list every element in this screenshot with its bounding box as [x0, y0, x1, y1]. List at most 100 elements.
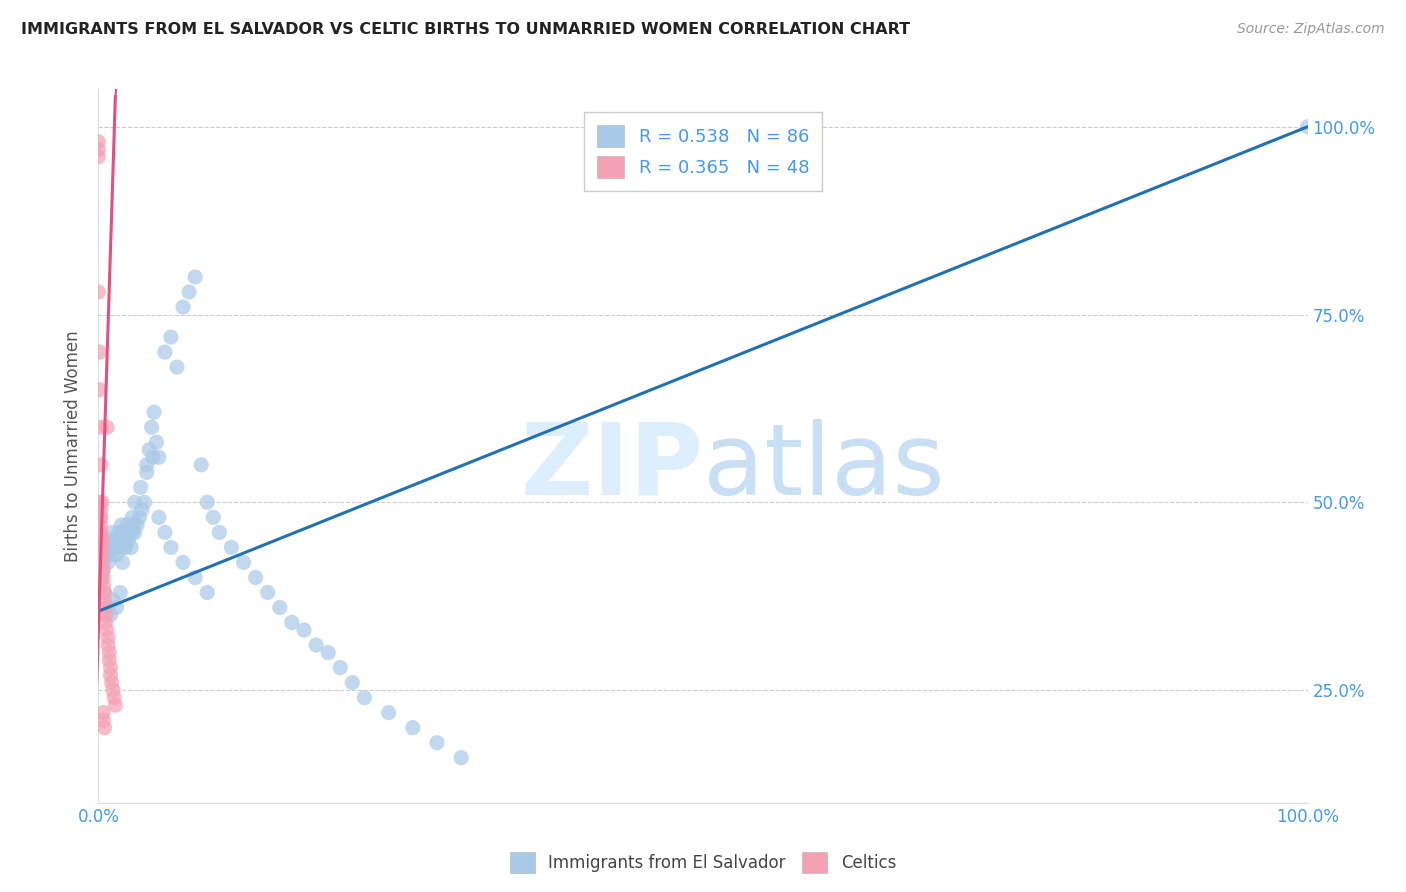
Point [135, 458, 157, 472]
Point [124, 495, 146, 509]
Text: ZIP: ZIP [520, 419, 703, 516]
Point [100, 668, 122, 682]
Point [105, 600, 128, 615]
Point [91, 563, 114, 577]
Point [94, 615, 117, 630]
Point [90, 503, 112, 517]
Point [172, 556, 194, 570]
Point [128, 510, 150, 524]
Point [87, 150, 110, 164]
Point [127, 517, 149, 532]
Point [90, 525, 112, 540]
Point [166, 360, 188, 375]
Point [96, 548, 118, 562]
Point [98, 646, 121, 660]
Point [195, 585, 218, 599]
Point [93, 585, 115, 599]
Point [402, 721, 425, 735]
Legend: R = 0.538   N = 86, R = 0.365   N = 48: R = 0.538 N = 86, R = 0.365 N = 48 [585, 112, 821, 191]
Point [124, 525, 146, 540]
Point [94, 607, 117, 622]
Point [121, 510, 143, 524]
Point [184, 270, 207, 285]
Point [94, 541, 117, 555]
Point [190, 458, 212, 472]
Point [98, 533, 121, 547]
Point [101, 525, 124, 540]
Point [141, 420, 163, 434]
Point [342, 675, 364, 690]
Point [426, 736, 449, 750]
Point [89, 510, 111, 524]
Point [90, 570, 112, 584]
Point [184, 570, 207, 584]
Point [97, 600, 120, 615]
Point [100, 660, 122, 674]
Point [1296, 120, 1319, 134]
Point [107, 541, 129, 555]
Point [93, 548, 115, 562]
Point [87, 556, 110, 570]
Point [100, 607, 122, 622]
Point [104, 541, 127, 555]
Text: IMMIGRANTS FROM EL SALVADOR VS CELTIC BIRTHS TO UNMARRIED WOMEN CORRELATION CHAR: IMMIGRANTS FROM EL SALVADOR VS CELTIC BI… [21, 22, 910, 37]
Point [91, 548, 114, 562]
Point [148, 450, 170, 465]
Point [353, 690, 375, 705]
Point [172, 300, 194, 314]
Point [120, 541, 142, 555]
Point [89, 548, 111, 562]
Point [97, 556, 120, 570]
Point [91, 556, 114, 570]
Point [105, 548, 128, 562]
Point [91, 570, 114, 584]
Point [256, 585, 278, 599]
Point [202, 510, 225, 524]
Point [121, 525, 143, 540]
Point [377, 706, 399, 720]
Point [89, 533, 111, 547]
Point [329, 660, 352, 674]
Point [118, 525, 141, 540]
Point [112, 533, 135, 547]
Point [115, 525, 138, 540]
Point [101, 593, 124, 607]
Point [87, 541, 110, 555]
Point [91, 541, 114, 555]
Point [195, 495, 218, 509]
Point [93, 593, 115, 607]
Point [232, 556, 254, 570]
Point [89, 383, 111, 397]
Point [208, 525, 231, 540]
Point [134, 495, 156, 509]
Point [90, 458, 112, 472]
Point [91, 533, 114, 547]
Point [93, 721, 115, 735]
Point [100, 675, 122, 690]
Text: atlas: atlas [703, 419, 945, 516]
Point [108, 533, 131, 547]
Point [153, 345, 176, 359]
Point [100, 548, 122, 562]
Point [305, 638, 328, 652]
Y-axis label: Births to Unmarried Women: Births to Unmarried Women [65, 330, 83, 562]
Point [96, 420, 118, 434]
Point [91, 563, 114, 577]
Point [91, 713, 114, 727]
Point [179, 285, 201, 299]
Point [90, 517, 112, 532]
Point [104, 698, 127, 713]
Point [129, 480, 152, 494]
Point [292, 623, 315, 637]
Point [87, 135, 110, 149]
Point [97, 631, 120, 645]
Point [122, 517, 145, 532]
Point [269, 600, 291, 615]
Point [450, 750, 472, 764]
Point [89, 525, 111, 540]
Point [91, 706, 114, 720]
Point [142, 450, 165, 465]
Point [96, 623, 118, 637]
Point [245, 570, 267, 584]
Point [135, 465, 157, 479]
